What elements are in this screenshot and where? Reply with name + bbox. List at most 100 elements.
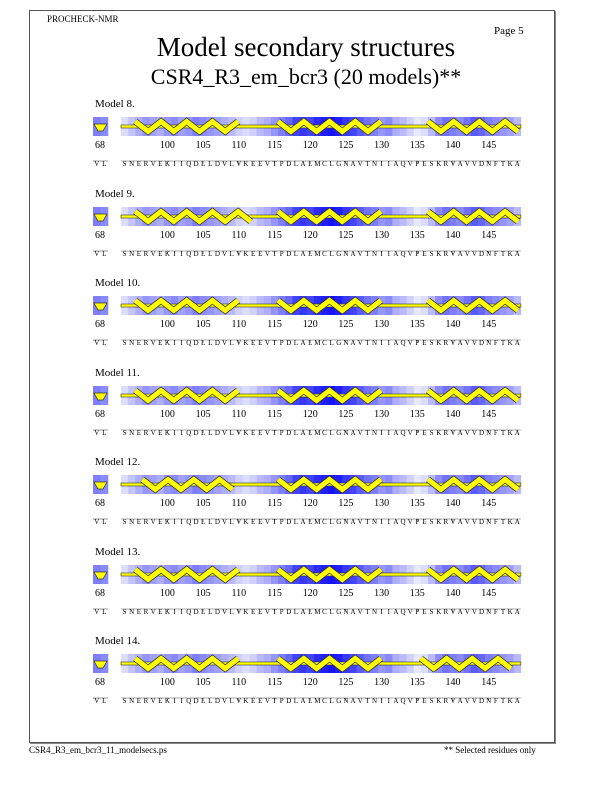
residue-letter: E	[137, 518, 141, 526]
residue-letter: I	[388, 160, 391, 168]
residue-letter: N	[343, 697, 348, 705]
residue-letter: N	[129, 250, 134, 258]
residue-letter: V	[94, 160, 99, 168]
residue-letter: V	[151, 160, 156, 168]
residue-letter: A	[515, 518, 520, 526]
residue-letter: S	[430, 429, 434, 437]
residue-letter: K	[508, 608, 513, 616]
residue-letter: T	[272, 160, 277, 168]
residue-letter: M	[314, 518, 321, 526]
residue-letter: N	[486, 608, 491, 616]
residue-letter: D	[286, 518, 291, 526]
residue-tick-label: 100	[160, 498, 175, 509]
residue-letter: V	[450, 160, 455, 168]
residue-tick-label: 140	[446, 230, 461, 241]
residue-letter: Q	[186, 697, 191, 705]
residue-letter: V	[94, 608, 99, 616]
residue-letter: L	[294, 339, 298, 347]
residue-tick-label: 115	[267, 230, 282, 241]
residue-letter: L	[294, 518, 298, 526]
residue-letter: V	[236, 250, 241, 258]
residue-letter: I	[388, 250, 391, 258]
helix-segment	[276, 565, 383, 583]
residue-letter: V	[472, 160, 477, 168]
residue-tick-label: 110	[231, 677, 246, 688]
residue-letter: E	[158, 518, 162, 526]
residue-letter: A	[351, 518, 356, 526]
residue-tick-label: 105	[196, 677, 211, 688]
residue-letter: S	[430, 608, 434, 616]
residue-tick-label: 125	[338, 498, 353, 509]
residue-letter: I	[181, 250, 184, 258]
residue-tick-label: 105	[196, 498, 211, 509]
residue-letter: G	[336, 160, 341, 168]
residue-letter: L	[329, 518, 333, 526]
model-panel: Model 10. 68 100 105 110 115 120 125 130 135 140 14…	[0, 277, 612, 366]
residue-letter: A	[393, 518, 398, 526]
residue-letter: K	[165, 697, 170, 705]
helix-segment	[426, 207, 520, 225]
model-panel: Model 11. 68 100 105 110 115 120 125 130 135 140 14…	[0, 367, 612, 456]
residue-letter: L	[230, 429, 234, 437]
residue-letter: I	[173, 608, 176, 616]
footer-filename: CSR4_R3_em_bcr3_11_modelsecs.ps	[29, 745, 167, 755]
residue-letter: P	[415, 160, 419, 168]
residue-letter: T	[365, 160, 370, 168]
helix-segment	[426, 476, 520, 493]
residue-letter: Q	[186, 518, 191, 526]
residue-letter: V	[408, 429, 413, 437]
residue-tick-label: 110	[231, 409, 246, 420]
residue-letter: G	[336, 697, 341, 705]
residue-letter: V	[465, 160, 470, 168]
residue-letter: L	[102, 250, 106, 258]
page-title: Model secondary structures	[156, 32, 456, 62]
residue-letter: Q	[186, 250, 191, 258]
residue-letter: R	[144, 339, 149, 347]
residue-letter: E	[137, 160, 141, 168]
residue-letter: V	[236, 518, 241, 526]
model-panel: Model 14. 68 100 105 110 115 120 125 130 135 140 14…	[0, 635, 612, 724]
residue-letter: P	[415, 518, 419, 526]
model-panel: Model 12. 68 100 105 110 115 120 125 130 135 140 14…	[0, 456, 612, 545]
residue-letter: T	[272, 518, 277, 526]
residue-letter: C	[322, 697, 327, 705]
residue-letter: N	[372, 697, 377, 705]
residue-tick-label: 120	[303, 319, 318, 330]
residue-letter: V	[151, 429, 156, 437]
residue-letter: D	[479, 608, 484, 616]
residue-letter: T	[365, 250, 370, 258]
residue-letter: P	[415, 339, 419, 347]
residue-letter: N	[129, 160, 134, 168]
residue-letter: N	[486, 518, 491, 526]
residue-letter: T	[501, 697, 506, 705]
residue-tick-label: 145	[481, 319, 496, 330]
residue-letter: E	[251, 608, 255, 616]
residue-letter: V	[408, 697, 413, 705]
residue-letter: L	[201, 339, 205, 347]
residue-tick-label: 135	[410, 230, 425, 241]
residue-letter: S	[123, 250, 127, 258]
residue-letter: D	[193, 608, 198, 616]
residue-letter: A	[515, 429, 520, 437]
model-label: Model 10.	[95, 277, 141, 289]
residue-letter: V	[151, 697, 156, 705]
residue-letter: S	[430, 697, 434, 705]
residue-tick-label: 135	[410, 677, 425, 688]
residue-letter: E	[158, 250, 162, 258]
residue-letter: D	[193, 339, 198, 347]
residue-letter: A	[458, 339, 463, 347]
residue-letter: V	[265, 339, 270, 347]
residue-letter: L	[208, 697, 212, 705]
residue-letter: A	[515, 608, 520, 616]
residue-tick-label: 135	[410, 409, 425, 420]
residue-letter: K	[243, 339, 248, 347]
residue-letter: F	[494, 250, 498, 258]
residue-letter: R	[144, 429, 149, 437]
residue-letter: L	[201, 160, 205, 168]
helix-segment	[426, 297, 520, 314]
residue-letter: A	[301, 608, 306, 616]
residue-letter: D	[193, 160, 198, 168]
